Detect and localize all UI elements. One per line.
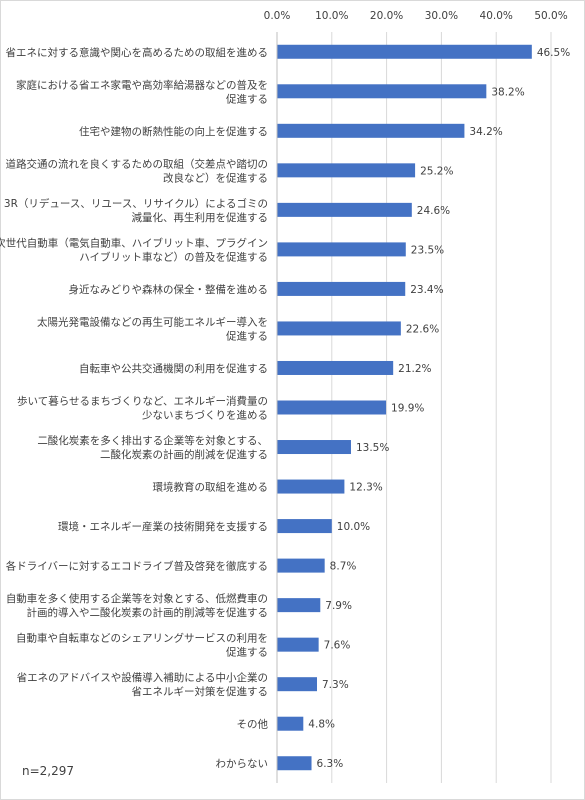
- x-tick-label: 20.0%: [370, 10, 403, 22]
- bar: [277, 598, 321, 613]
- category-label-line: 家庭における省エネ家電や高効率給湯器などの普及を: [16, 78, 268, 91]
- value-label: 24.6%: [417, 205, 450, 217]
- value-label: 22.6%: [406, 323, 439, 335]
- value-label: 7.9%: [325, 600, 352, 612]
- category-label-line: 促進する: [226, 646, 268, 659]
- category-label: その他: [237, 718, 269, 731]
- category-label: 身近なみどりや森林の保全・整備を進める: [69, 283, 269, 296]
- x-tick-label: 10.0%: [315, 10, 348, 22]
- bar: [277, 163, 416, 178]
- bar: [277, 281, 406, 296]
- category-label-line: ハイブリット車など）の普及を促進する: [79, 250, 268, 263]
- category-label-line: 自転車や公共交通機関の利用を促進する: [79, 362, 268, 375]
- x-tick-label: 40.0%: [480, 10, 513, 22]
- category-label-line: 省エネルギー対策を促進する: [132, 685, 269, 698]
- sample-size-note: n=2,297: [22, 764, 75, 778]
- x-tick-label: 50.0%: [534, 10, 567, 22]
- bar: [277, 84, 487, 99]
- category-label: わからない: [216, 758, 269, 770]
- category-label-line: 省エネのアドバイスや設備導入補助による中小企業の: [17, 671, 268, 684]
- value-label: 10.0%: [337, 521, 370, 533]
- value-label: 34.2%: [469, 126, 502, 138]
- category-label-line: 次世代自動車（電気自動車、ハイブリット車、プラグイン: [0, 236, 268, 249]
- value-label: 23.4%: [410, 284, 443, 296]
- value-label: 7.6%: [324, 640, 351, 652]
- bar: [277, 321, 401, 336]
- category-label-line: 身近なみどりや森林の保全・整備を進める: [69, 283, 269, 296]
- category-label-line: 二酸化炭素を多く排出する企業等を対象とする、: [37, 434, 268, 447]
- category-label-line: 計画的導入や二酸化炭素の計画的削減等を促進する: [27, 606, 269, 619]
- category-label-line: 道路交通の流れを良くするための取組（交差点や踏切の: [6, 157, 269, 170]
- bar: [277, 558, 325, 573]
- bar: [277, 519, 332, 534]
- category-label-line: 減量化、再生利用を促進する: [132, 211, 269, 224]
- bar: [277, 242, 406, 257]
- category-label: 次世代自動車（電気自動車、ハイブリット車、プラグインハイブリット車など）の普及を…: [0, 236, 268, 263]
- x-tick-label: 30.0%: [425, 10, 458, 22]
- category-label-line: 改良など）を促進する: [163, 171, 268, 184]
- bar: [277, 44, 532, 59]
- bar: [277, 440, 351, 455]
- category-label: 自転車や公共交通機関の利用を促進する: [79, 362, 268, 375]
- bar: [277, 360, 394, 375]
- category-label: 歩いて暮らせるまちづくりなど、エネルギー消費量の少ないまちづくりを進める: [17, 395, 268, 422]
- category-label: 二酸化炭素を多く排出する企業等を対象とする、二酸化炭素の計画的削減を促進する: [37, 434, 268, 461]
- value-label: 38.2%: [491, 86, 524, 98]
- bar: [277, 400, 387, 415]
- category-label-line: 促進する: [226, 92, 268, 105]
- bar: [277, 202, 412, 217]
- category-label: 3R（リデュース、リユース、リサイクル）によるゴミの減量化、再生利用を促進する: [4, 197, 268, 224]
- bar: [277, 716, 304, 731]
- value-label: 8.7%: [330, 561, 357, 573]
- category-label: 省エネに対する意識や関心を高めるための取組を進める: [6, 46, 269, 59]
- value-label: 25.2%: [420, 165, 453, 177]
- value-label: 23.5%: [411, 244, 444, 256]
- category-label: 環境・エネルギー産業の技術開発を支援する: [58, 520, 268, 533]
- value-label: 46.5%: [537, 47, 570, 59]
- category-label: 住宅や建物の断熱性能の向上を促進する: [79, 125, 268, 138]
- bar: [277, 637, 319, 652]
- value-label: 7.3%: [322, 679, 349, 691]
- value-label: 19.9%: [391, 403, 424, 415]
- category-label-line: 太陽光発電設備などの再生可能エネルギー導入を: [37, 315, 268, 328]
- category-label-line: 促進する: [226, 329, 268, 342]
- bar: [277, 677, 318, 692]
- category-label-line: 住宅や建物の断熱性能の向上を促進する: [79, 125, 268, 138]
- bar: [277, 123, 465, 138]
- value-label: 6.3%: [317, 758, 344, 770]
- category-label-line: 環境教育の取組を進める: [153, 481, 269, 494]
- category-label-line: 環境・エネルギー産業の技術開発を支援する: [58, 520, 268, 533]
- category-label: 省エネのアドバイスや設備導入補助による中小企業の省エネルギー対策を促進する: [17, 671, 268, 698]
- bar: [277, 479, 345, 494]
- category-label-line: わからない: [216, 758, 269, 770]
- category-label-line: 少ないまちづくりを進める: [142, 410, 268, 422]
- category-label: 道路交通の流れを良くするための取組（交差点や踏切の改良など）を促進する: [6, 157, 269, 184]
- category-label-line: 各ドライバーに対するエコドライブ普及啓発を徹底する: [6, 560, 268, 573]
- category-label-line: 自動車を多く使用する企業等を対象とする、低燃費車の: [6, 592, 268, 605]
- value-label: 13.5%: [356, 442, 389, 454]
- x-tick-label: 0.0%: [264, 10, 291, 22]
- value-label: 4.8%: [308, 719, 335, 731]
- category-label-line: 省エネに対する意識や関心を高めるための取組を進める: [6, 46, 269, 59]
- value-label: 12.3%: [349, 482, 382, 494]
- category-label-line: 3R（リデュース、リユース、リサイクル）によるゴミの: [4, 197, 268, 210]
- category-label: 各ドライバーに対するエコドライブ普及啓発を徹底する: [6, 560, 268, 573]
- category-label: 自動車や自転車などのシェアリングサービスの利用を促進する: [16, 632, 268, 659]
- category-label: 環境教育の取組を進める: [153, 481, 269, 494]
- category-label: 太陽光発電設備などの再生可能エネルギー導入を促進する: [37, 315, 268, 342]
- value-label: 21.2%: [398, 363, 431, 375]
- category-label-line: その他: [237, 718, 269, 731]
- category-label: 自動車を多く使用する企業等を対象とする、低燃費車の計画的導入や二酸化炭素の計画的…: [6, 592, 268, 619]
- bar: [277, 756, 312, 771]
- category-label-line: 二酸化炭素の計画的削減を促進する: [100, 448, 268, 461]
- category-label-line: 歩いて暮らせるまちづくりなど、エネルギー消費量の: [17, 395, 268, 408]
- category-label: 家庭における省エネ家電や高効率給湯器などの普及を促進する: [16, 78, 268, 105]
- category-label-line: 自動車や自転車などのシェアリングサービスの利用を: [16, 632, 268, 645]
